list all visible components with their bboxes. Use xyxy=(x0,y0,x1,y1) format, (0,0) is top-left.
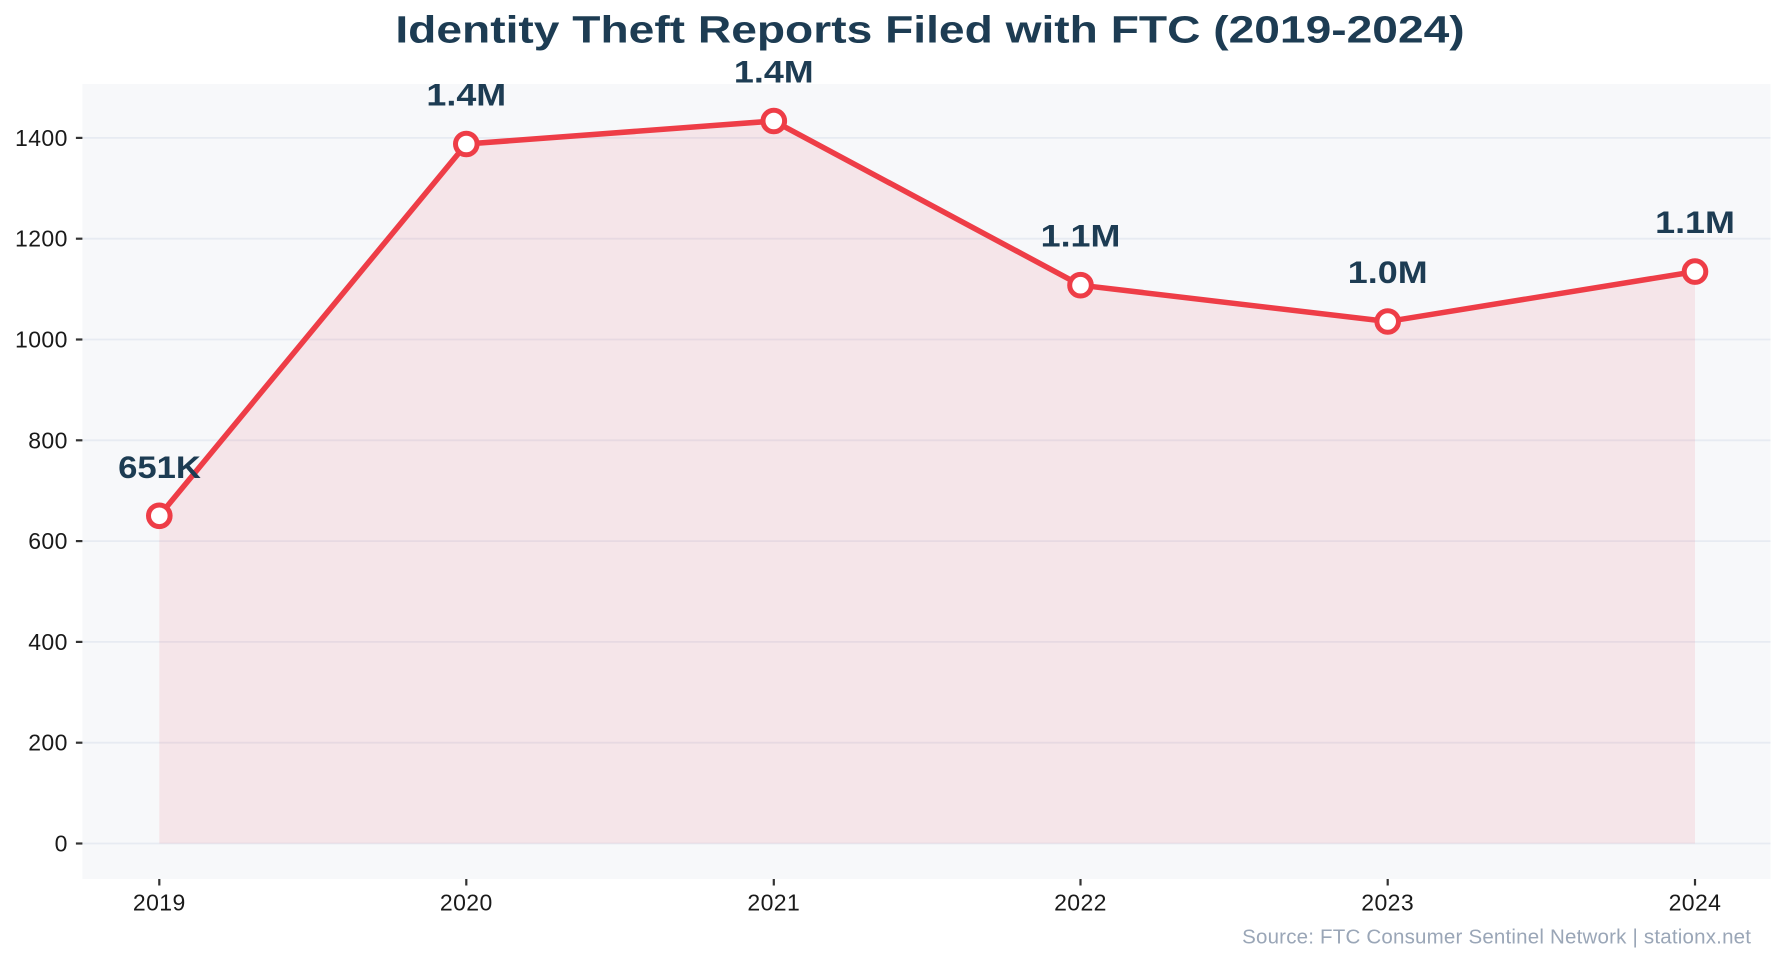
svg-text:2023: 2023 xyxy=(1361,890,1414,916)
svg-text:1.4M: 1.4M xyxy=(734,55,814,90)
svg-text:1.0M: 1.0M xyxy=(1348,255,1428,290)
svg-text:2021: 2021 xyxy=(747,890,800,916)
svg-text:2019: 2019 xyxy=(133,890,186,916)
svg-text:0: 0 xyxy=(55,831,68,857)
svg-text:1.4M: 1.4M xyxy=(426,78,506,113)
svg-text:1.1M: 1.1M xyxy=(1655,205,1735,240)
svg-text:600: 600 xyxy=(28,528,68,554)
svg-text:Identity Theft Reports Filed w: Identity Theft Reports Filed with FTC (2… xyxy=(395,9,1464,51)
svg-text:Source: FTC Consumer Sentinel: Source: FTC Consumer Sentinel Network | … xyxy=(1242,926,1751,949)
svg-text:2024: 2024 xyxy=(1669,890,1722,916)
svg-text:1200: 1200 xyxy=(15,226,68,252)
svg-text:2020: 2020 xyxy=(440,890,493,916)
svg-text:800: 800 xyxy=(28,427,68,453)
svg-text:400: 400 xyxy=(28,629,68,655)
svg-text:2022: 2022 xyxy=(1054,890,1107,916)
svg-text:1400: 1400 xyxy=(15,125,68,151)
svg-text:651K: 651K xyxy=(118,450,201,485)
svg-text:1.1M: 1.1M xyxy=(1041,219,1121,254)
svg-text:1000: 1000 xyxy=(15,327,68,353)
svg-text:200: 200 xyxy=(28,730,68,756)
